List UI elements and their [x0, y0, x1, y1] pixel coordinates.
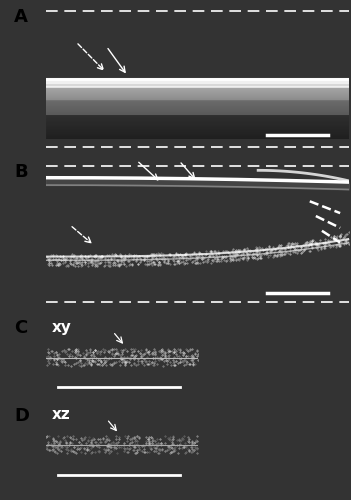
- Text: xy: xy: [52, 320, 72, 335]
- Text: B: B: [14, 163, 28, 181]
- Text: A: A: [14, 8, 28, 26]
- Text: D: D: [14, 406, 29, 424]
- Text: xz: xz: [52, 408, 71, 422]
- Text: C: C: [14, 319, 27, 337]
